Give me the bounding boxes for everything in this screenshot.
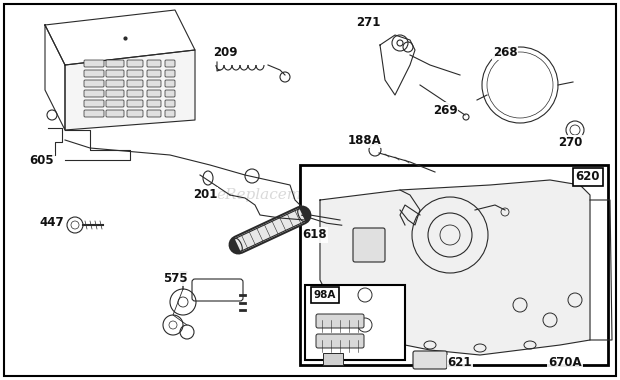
FancyBboxPatch shape [165,100,175,107]
Text: 270: 270 [558,136,582,149]
Text: 98A: 98A [314,290,336,300]
Bar [323,353,343,365]
FancyBboxPatch shape [127,80,143,87]
Text: 188A: 188A [348,133,382,147]
Text: 620: 620 [576,171,600,184]
FancyBboxPatch shape [147,60,161,67]
FancyBboxPatch shape [147,110,161,117]
Text: 268: 268 [493,46,517,59]
FancyBboxPatch shape [147,80,161,87]
FancyBboxPatch shape [84,110,104,117]
FancyBboxPatch shape [84,100,104,107]
FancyBboxPatch shape [84,90,104,97]
FancyBboxPatch shape [106,110,124,117]
FancyBboxPatch shape [316,314,364,328]
FancyBboxPatch shape [165,60,175,67]
FancyBboxPatch shape [106,60,124,67]
Text: 269: 269 [433,103,458,117]
FancyBboxPatch shape [147,90,161,97]
Polygon shape [380,35,415,95]
Bar [300,165,608,365]
Polygon shape [45,10,195,65]
FancyBboxPatch shape [84,70,104,77]
Text: 271: 271 [356,16,380,28]
Text: eReplacementParts.com: eReplacementParts.com [216,188,404,202]
FancyBboxPatch shape [353,228,385,262]
Polygon shape [236,209,304,251]
FancyBboxPatch shape [147,70,161,77]
FancyBboxPatch shape [147,100,161,107]
Text: 670A: 670A [548,356,582,369]
Text: 605: 605 [30,154,55,166]
Text: 447: 447 [40,215,64,228]
Bar [305,285,405,360]
FancyBboxPatch shape [84,80,104,87]
FancyBboxPatch shape [165,70,175,77]
FancyBboxPatch shape [127,90,143,97]
FancyBboxPatch shape [316,334,364,348]
FancyBboxPatch shape [84,60,104,67]
FancyBboxPatch shape [127,70,143,77]
FancyBboxPatch shape [127,60,143,67]
FancyBboxPatch shape [165,110,175,117]
FancyBboxPatch shape [127,110,143,117]
FancyBboxPatch shape [192,279,243,301]
FancyBboxPatch shape [413,351,447,369]
Polygon shape [65,50,195,130]
Text: 209: 209 [213,46,237,59]
FancyBboxPatch shape [106,70,124,77]
Polygon shape [45,25,65,130]
FancyBboxPatch shape [106,100,124,107]
Polygon shape [320,180,590,355]
Text: 575: 575 [162,271,187,285]
FancyBboxPatch shape [106,80,124,87]
FancyBboxPatch shape [165,80,175,87]
FancyBboxPatch shape [106,90,124,97]
Text: 621: 621 [448,356,472,369]
Text: 201: 201 [193,188,217,201]
FancyBboxPatch shape [165,90,175,97]
Text: 618: 618 [303,228,327,242]
FancyBboxPatch shape [127,100,143,107]
